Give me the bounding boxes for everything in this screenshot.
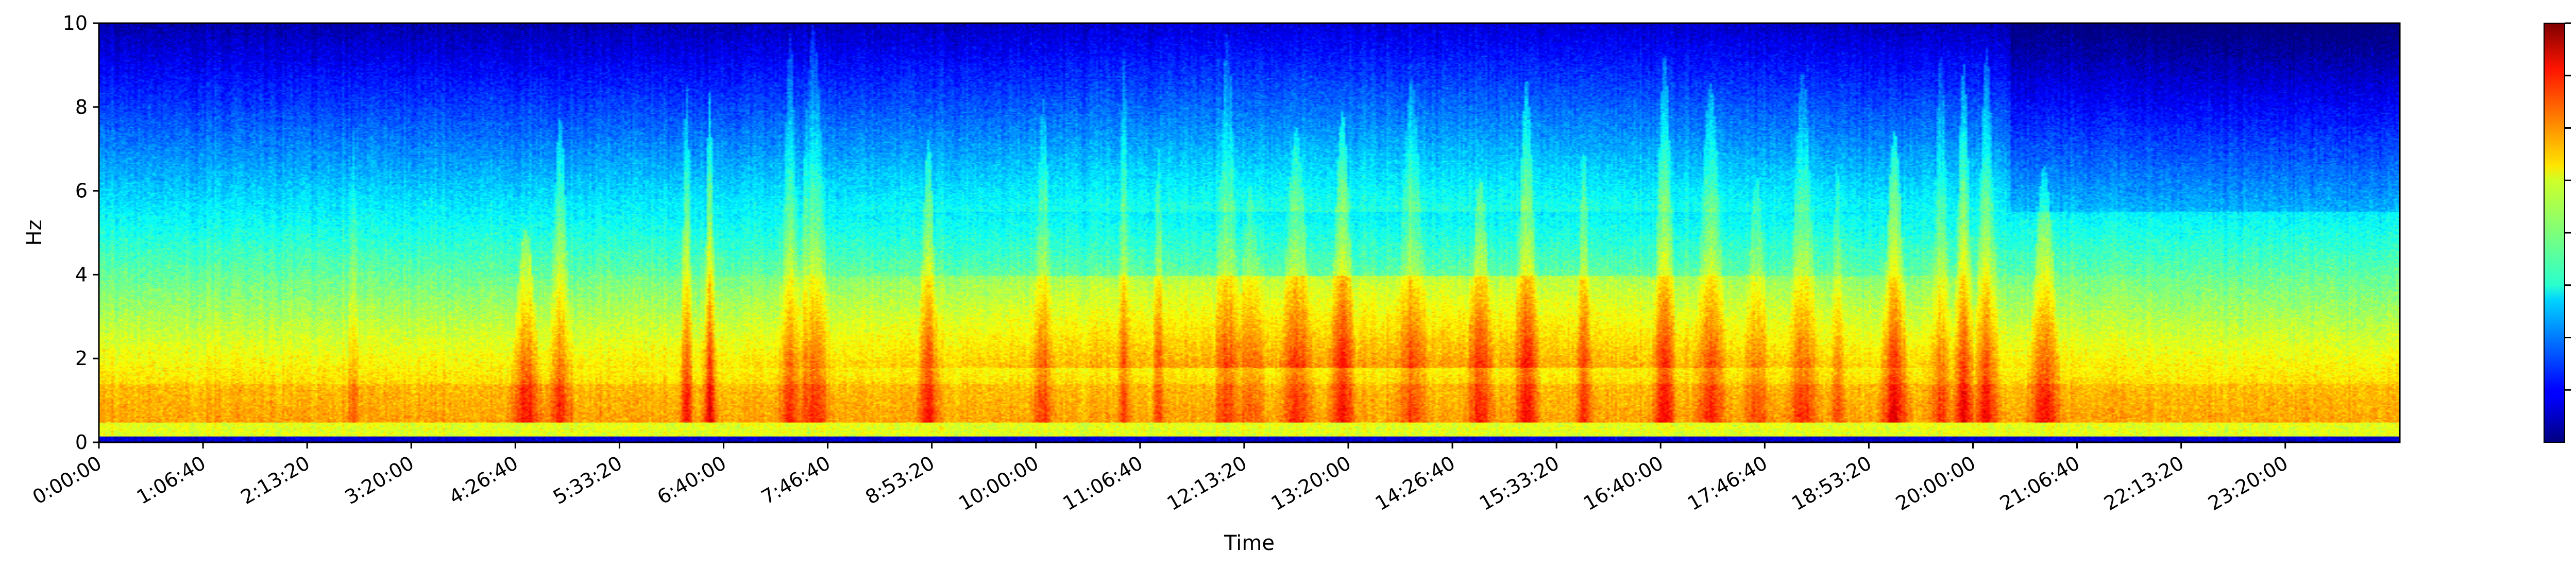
spectrogram-image: [99, 23, 2400, 442]
x-tick-label: 0:00:00: [29, 452, 106, 509]
y-tick-label: 2: [75, 347, 88, 370]
x-tick-label: 6:40:00: [653, 452, 730, 509]
x-axis: 0:00:00 1:06:40 2:13:20 3:20:00 4:26:40 5:33:…: [29, 442, 2292, 515]
y-tick-label: 0: [75, 431, 88, 454]
y-tick-label: 10: [63, 12, 88, 35]
x-tick-label: 15:33:20: [1476, 452, 1563, 515]
x-tick-label: 7:46:40: [757, 452, 834, 509]
y-tick-label: 6: [75, 180, 88, 202]
colorbar-tick-label: -30 dB: [2575, 169, 2576, 192]
colorbar-ticks: +0 dB -10 dB -20 dB -30 dB -40 dB -50 dB -60 d…: [2565, 12, 2576, 401]
colorbar-tick-label: -10 dB: [2575, 64, 2576, 87]
colorbar-tick-label: -20 dB: [2575, 117, 2576, 140]
colorbar: +0 dB -10 dB -20 dB -30 dB -40 dB -50 dB -60 d…: [2544, 12, 2576, 443]
spectrogram-area: [99, 23, 2400, 442]
colorbar-tick-label: -60 dB: [2575, 326, 2576, 349]
colorbar-tick-label: -50 dB: [2575, 274, 2576, 297]
x-tick-label: 11:06:40: [1059, 452, 1147, 515]
x-tick-label: 18:53:20: [1788, 452, 1875, 515]
colorbar-tick-label: +0 dB: [2575, 12, 2576, 35]
x-tick-label: 17:46:40: [1684, 452, 1771, 515]
x-tick-label: 16:40:00: [1580, 452, 1667, 515]
y-axis-label: Hz: [23, 219, 46, 246]
x-tick-label: 5:33:20: [549, 452, 626, 509]
x-tick-label: 10:00:00: [955, 452, 1042, 515]
x-axis-label: Time: [1224, 531, 1275, 555]
x-tick-label: 23:20:00: [2204, 452, 2292, 515]
x-tick-label: 12:13:20: [1163, 452, 1251, 515]
colorbar-tick-label: -70 dB: [2575, 378, 2576, 401]
x-tick-label: 3:20:00: [341, 452, 418, 509]
x-tick-label: 4:26:40: [445, 452, 522, 509]
y-axis: 0 2 4 6 8 10: [63, 12, 99, 454]
y-tick-label: 8: [75, 96, 88, 118]
x-tick-label: 22:13:20: [2100, 452, 2188, 515]
colorbar-gradient: [2544, 23, 2565, 443]
x-tick-label: 2:13:20: [237, 452, 314, 509]
x-tick-label: 14:26:40: [1371, 452, 1459, 515]
y-tick-label: 4: [75, 263, 88, 286]
x-tick-label: 1:06:40: [133, 452, 210, 509]
colorbar-tick-label: -40 dB: [2575, 221, 2576, 244]
x-tick-label: 8:53:20: [861, 452, 938, 509]
x-tick-label: 21:06:40: [1996, 452, 2083, 515]
x-tick-label: 13:20:00: [1267, 452, 1355, 515]
plot-frame: [98, 22, 2401, 443]
x-tick-label: 20:00:00: [1892, 452, 1979, 515]
